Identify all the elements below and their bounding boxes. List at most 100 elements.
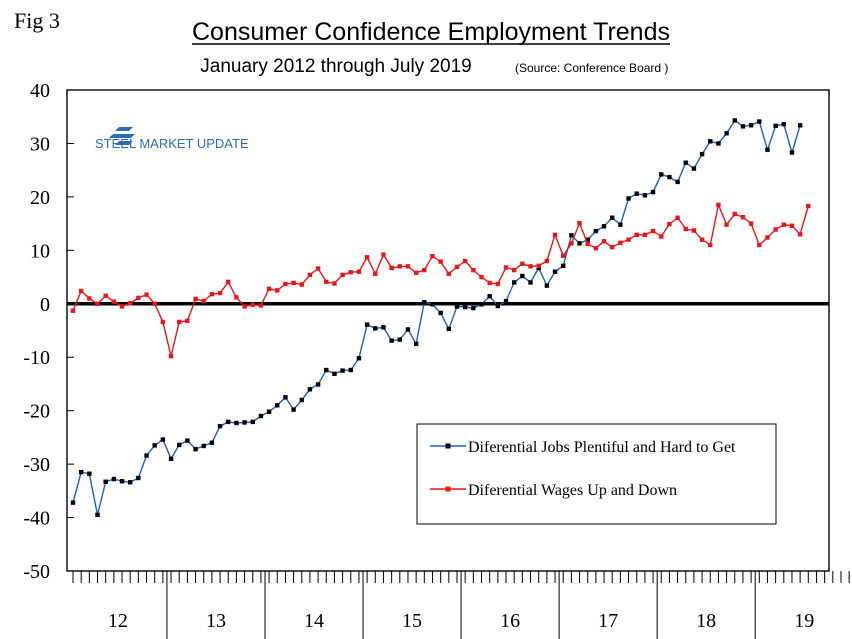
series-2-point (479, 274, 484, 280)
x-year-label: 19 (794, 610, 814, 632)
series-1-point (381, 325, 386, 330)
series-2-point (748, 221, 754, 226)
series-1-point (315, 382, 321, 387)
series-1-point (193, 446, 198, 452)
series-2-point (528, 264, 533, 269)
series-1-point (487, 294, 492, 299)
series-2-point (315, 266, 321, 271)
series-2-point (626, 237, 631, 242)
series-1-point (479, 302, 484, 307)
series-2-point (740, 214, 746, 220)
series-2-point (422, 267, 427, 273)
series-1-point (691, 166, 697, 171)
y-tick-label: -30 (23, 454, 50, 476)
series-1-point (136, 475, 141, 481)
figure-label: Fig 3 (14, 8, 60, 33)
series-1-point (422, 299, 427, 305)
y-tick-label: -40 (23, 508, 50, 530)
series-1-point (528, 280, 533, 285)
series-1-point (430, 302, 435, 307)
series-1-point (242, 420, 247, 425)
series-2-point (193, 296, 198, 302)
series-1-point (781, 122, 786, 127)
logo-text: STEEL MARKET UPDATE (95, 136, 249, 151)
series-2-point (634, 232, 639, 238)
series-2-point (413, 270, 419, 275)
series-2-point (757, 242, 762, 248)
series-2-point (373, 271, 378, 277)
series-1-point (364, 322, 370, 327)
series-1-point (577, 241, 582, 246)
series-2-point (70, 308, 76, 313)
logo-mark-icon (109, 127, 135, 145)
series-2-point (87, 296, 92, 301)
series-2-point (642, 232, 648, 238)
series-2-point (462, 258, 468, 264)
x-axis: 12 13 14 15 16 17 18 19 (72, 571, 850, 639)
series-1-point (307, 387, 313, 392)
series-1-point (748, 123, 754, 128)
series-1-point (462, 304, 468, 310)
series-2-point (446, 271, 452, 277)
series-1-point (446, 326, 452, 332)
series-2-point (209, 291, 215, 297)
series-2-point (708, 242, 713, 248)
series-2-point (659, 234, 664, 239)
series-2-point (438, 259, 443, 264)
series-2-point (234, 295, 239, 300)
series-2-point (716, 202, 721, 208)
series-2-point (487, 280, 492, 286)
series-2-point (160, 319, 166, 325)
plot-area-border (66, 89, 830, 572)
series-1-point (103, 479, 108, 484)
series-1-point (471, 305, 476, 311)
series-1-point (765, 147, 770, 153)
series-2-point (536, 263, 541, 269)
series-2-point (691, 228, 697, 233)
chart-source: (Source: Conference Board ) (515, 61, 668, 75)
series-2-point (275, 288, 280, 293)
series-1-point (250, 419, 255, 425)
series-1-point (683, 160, 688, 165)
series-2-point (569, 241, 574, 246)
series-1-point (405, 327, 411, 332)
x-year-label: 14 (304, 610, 324, 632)
series-1-point (389, 338, 394, 343)
series-1-point (610, 215, 615, 220)
legend-marker-series-2 (445, 486, 451, 492)
legend: Diferential Jobs Plentiful and Hard to G… (416, 423, 777, 525)
series-2-point (585, 241, 590, 247)
series-2-point (136, 295, 141, 301)
series-2-point (258, 303, 264, 308)
y-tick-label: -50 (23, 561, 50, 583)
series-2-point (152, 301, 157, 306)
series-1-point (732, 118, 737, 123)
series-2-point (520, 261, 525, 266)
series-2-point (381, 252, 386, 257)
series-2-point (103, 293, 108, 298)
series-2-point (765, 235, 770, 240)
series-2-point (119, 304, 125, 309)
series-1-point (552, 269, 558, 274)
series-2-point (266, 286, 272, 292)
series-1-point (152, 443, 157, 448)
series-1-point (209, 440, 215, 445)
series-2-point (699, 237, 705, 242)
series-1-point (520, 273, 525, 279)
series-1-point (119, 479, 125, 484)
series-1-point (95, 512, 100, 518)
series-1-point (642, 193, 648, 198)
series-1-point (160, 437, 166, 442)
series-1-point (373, 326, 378, 331)
series-2-point (797, 232, 803, 237)
series-1-point (332, 371, 337, 376)
series-1-point (659, 172, 664, 177)
series-1-point (324, 367, 329, 373)
series-2-point (397, 264, 402, 269)
series-2-point (201, 298, 206, 304)
series-2-point (781, 222, 786, 227)
legend-marker-series-1 (445, 443, 451, 449)
series-1-point (716, 141, 721, 146)
series-2-point (544, 258, 550, 264)
series-1-point (438, 310, 443, 316)
